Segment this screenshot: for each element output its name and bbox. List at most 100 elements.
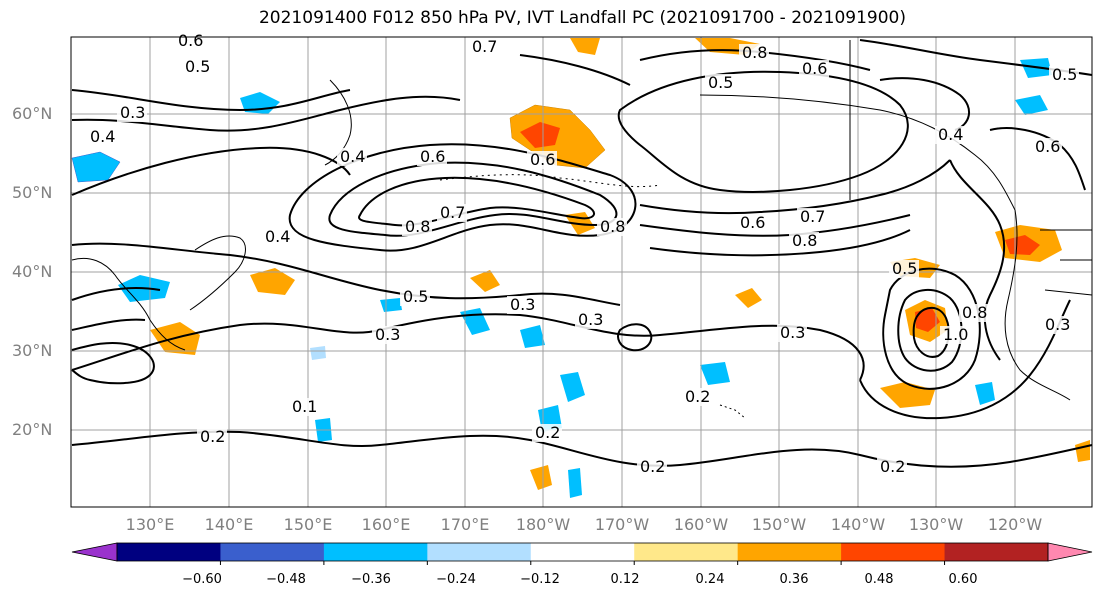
contour-label-bg [117,104,147,122]
contour-label: 0.3 [375,325,400,344]
contour-line [71,89,351,111]
shading-red [915,308,940,332]
shading-cyan [700,362,730,385]
contour-line [71,341,155,385]
contour-label: 0.3 [510,295,535,314]
contour-label-bg [1042,316,1072,334]
contour-label: 0.6 [1035,137,1060,156]
shading-red [1005,235,1040,255]
contour-label: 0.7 [440,203,465,222]
colorbar-segment [944,543,1049,561]
coastline-asia [71,257,186,351]
contour-label: 1.0 [943,325,968,344]
contour-label: 0.4 [265,227,290,246]
contour-label-bg [437,204,467,222]
colorbar-tick: −0.24 [436,572,476,587]
contour-label-bg [575,311,605,329]
contour-label-bg [197,428,227,446]
contour-label: 0.8 [600,217,625,236]
contour-label-bg [372,326,402,344]
colorbar-segment [220,543,325,561]
contour-label: 0.3 [780,323,805,342]
contour-label-bg [705,74,735,92]
contour-label-bg [737,214,767,232]
lat-label-20n: 20°N [12,420,53,439]
contour-label: 0.3 [120,103,145,122]
colorbar-tick: 0.60 [948,572,978,587]
contour-label: 0.2 [200,427,225,446]
shading-cyan [520,325,545,348]
contour-label: 0.7 [472,37,497,56]
shading-red [520,122,560,148]
contour-label: 0.8 [962,303,987,322]
contour-label: 0.1 [292,397,317,416]
contour-label: 0.6 [740,213,765,232]
contour-label-bg [959,304,989,322]
contour-label-bg [940,326,970,344]
coastline-na-west [1004,209,1071,401]
contour-label: 0.5 [185,57,210,76]
contour-label-bg [182,58,212,76]
contour-label: 0.4 [938,125,963,144]
contour-line [639,159,951,215]
lon-label-150w: 150°W [751,515,807,534]
colorbar-outline [116,542,1049,562]
lon-label-170e: 170°E [440,515,490,534]
shading-cyan [1015,95,1048,115]
contour-label: 0.6 [530,150,555,169]
contour-label: 0.2 [880,457,905,476]
contour-label-bg [789,232,819,250]
lat-label-50n: 50°N [12,183,53,202]
contour-label: 0.3 [578,310,603,329]
contour-label: 0.6 [802,59,827,78]
hawaii-islands [719,404,746,419]
contour-line [859,299,1071,420]
contour-label-bg [739,44,769,62]
colorbar-arrow-max [1047,542,1093,562]
contour-label-bg [289,398,319,416]
coastline-alaska [699,94,1016,211]
contour-label-bg [797,208,827,226]
shading-orange [530,465,552,490]
colorbar-arrow-min [71,542,118,562]
contour-line [71,95,461,132]
contour-line [71,318,146,331]
contour-line [912,306,950,358]
contour-line [879,77,970,131]
shading-orange [1075,440,1090,462]
colorbar-segment [427,543,532,561]
contour-label: 0.5 [892,259,917,278]
contour-label: 0.5 [403,287,428,306]
contour-label-bg [682,388,712,406]
contour-label: 0.2 [640,457,665,476]
colorbar-segment [634,543,739,561]
contour-label-bg [507,296,537,314]
contour-label-bg [337,148,367,166]
shading-cyan [975,382,995,405]
contour-label: 0.5 [1052,65,1077,84]
contour-line [71,242,621,306]
contour-label-bg [400,288,430,306]
colorbar-segment [323,543,428,561]
contour-label: 0.6 [420,147,445,166]
lon-label-140w: 140°W [830,515,886,534]
colorbar-tick: −0.60 [182,572,222,587]
lat-label-30n: 30°N [12,341,53,360]
colorbar-segment [841,543,946,561]
map-frame [70,36,1093,508]
contour-label-bg [777,324,807,342]
lon-label-160e: 160°E [361,515,411,534]
contour-label-bg [87,128,117,146]
colorbar-tick: 0.36 [779,572,809,587]
contour-label-bg [469,38,499,56]
contour-label: 0.8 [792,231,817,250]
contour-line [639,214,911,237]
contour-label-bg [889,260,919,278]
colorbar-tick: 0.12 [610,572,640,587]
contour-label-bg [877,458,907,476]
coastline-japan [189,235,246,311]
shading-cyan [71,151,121,183]
shading-orange [735,288,762,308]
shading-cyan [568,468,582,498]
